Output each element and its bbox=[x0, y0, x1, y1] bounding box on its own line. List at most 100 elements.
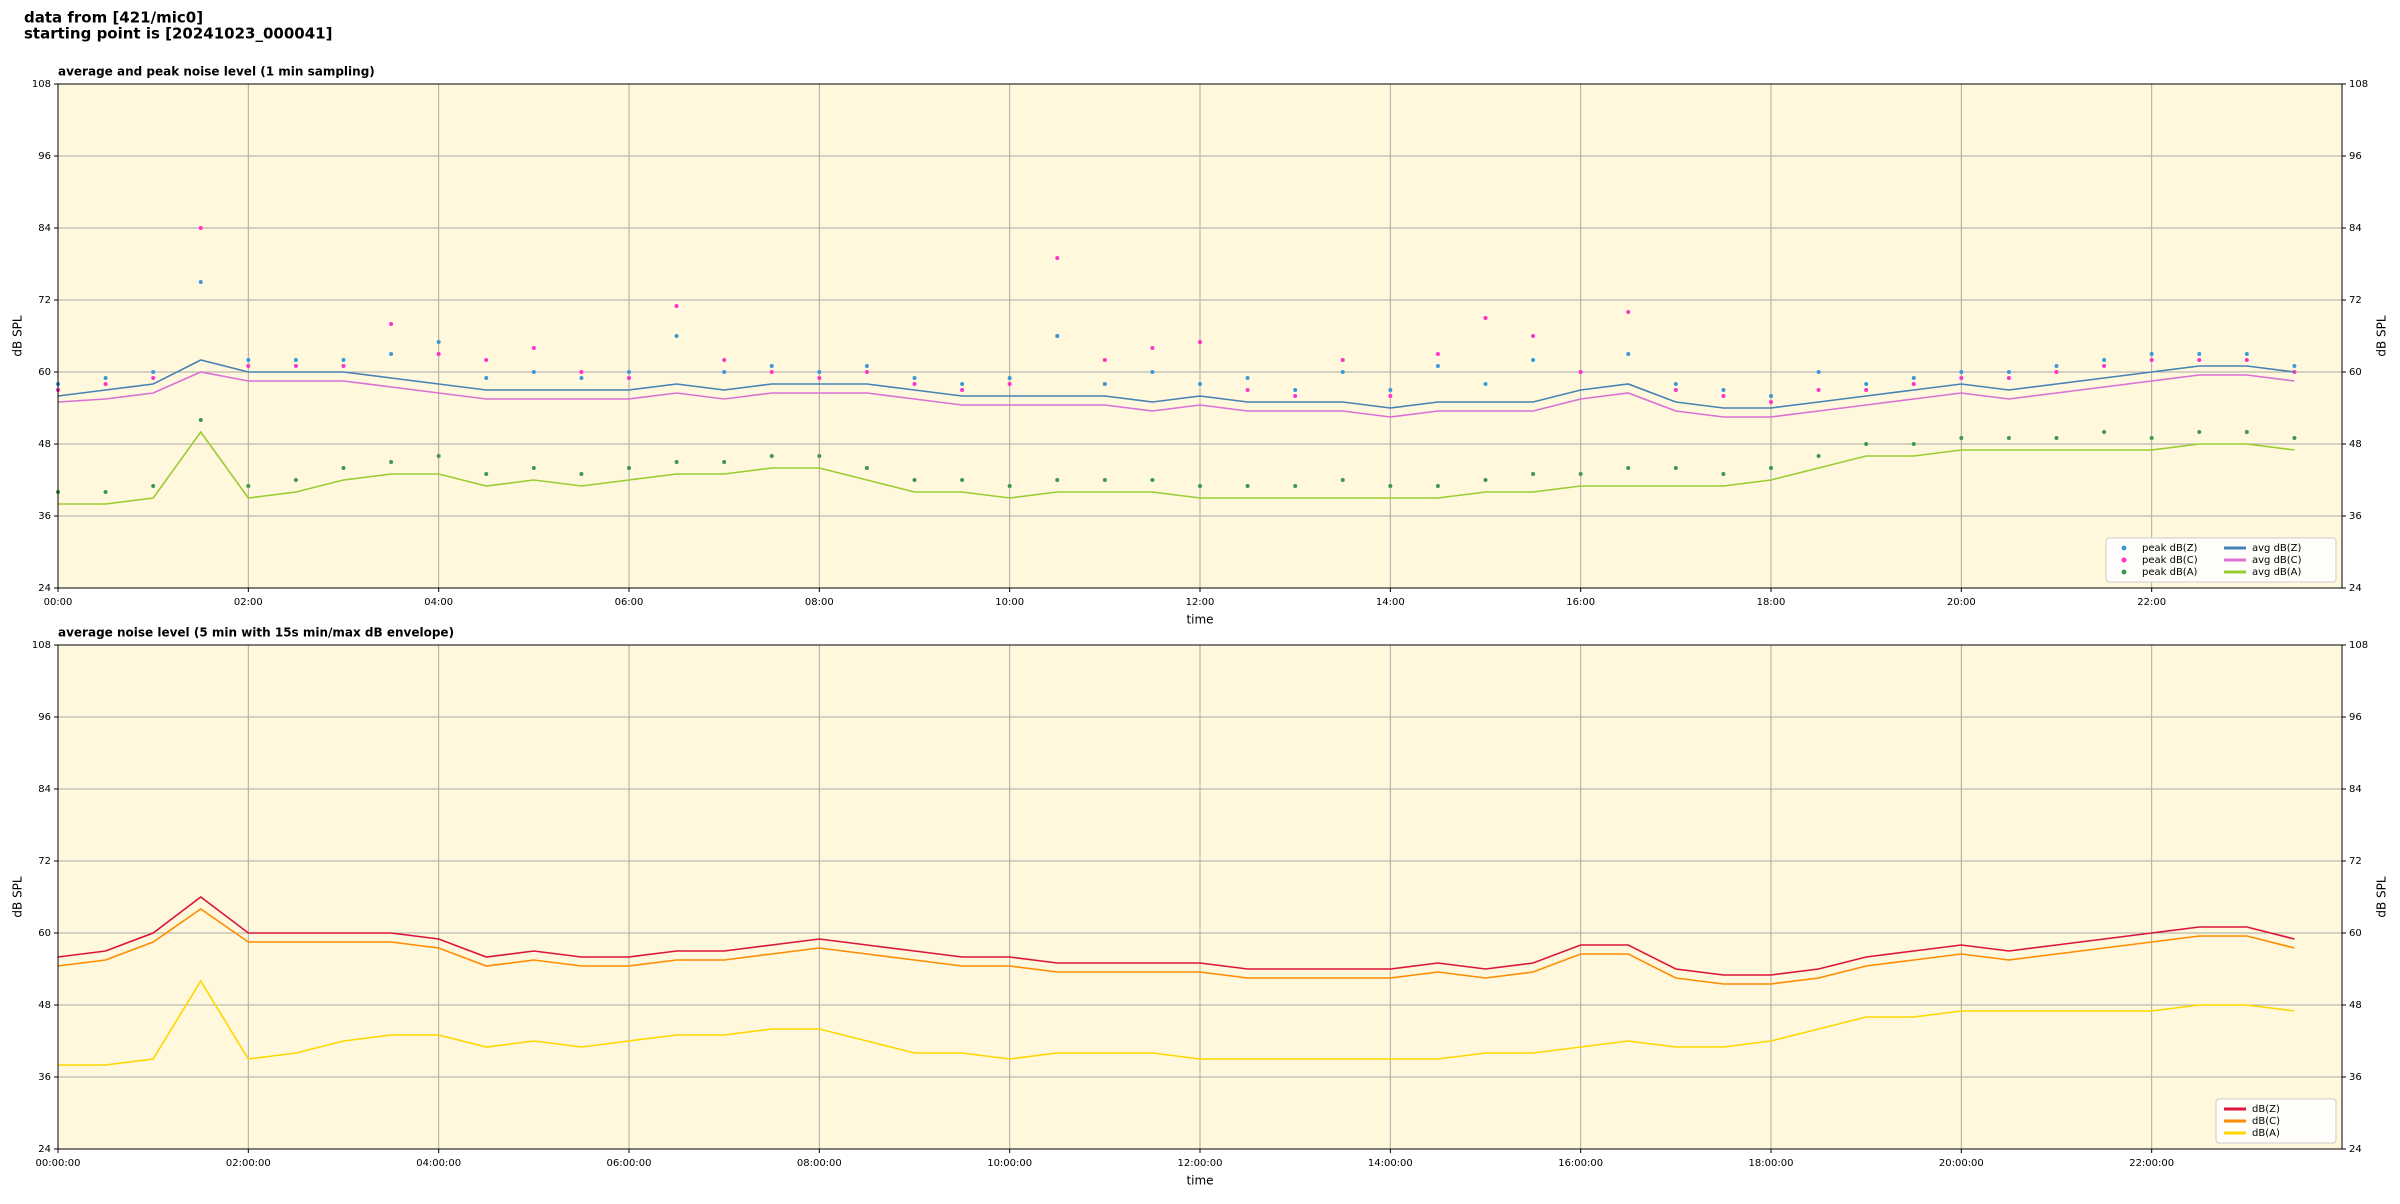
peak-point bbox=[1959, 370, 1964, 374]
peak-point bbox=[769, 370, 774, 374]
peak-point bbox=[341, 358, 346, 362]
peak-point bbox=[1626, 310, 1631, 314]
x-tick-label: 16:00 bbox=[1566, 597, 1595, 608]
y2-tick-label: 84 bbox=[2349, 223, 2362, 234]
x-tick-label: 00:00:00 bbox=[36, 1158, 81, 1169]
peak-point bbox=[674, 304, 679, 308]
peak-point bbox=[246, 484, 251, 488]
y2-tick-label: 96 bbox=[2349, 151, 2362, 162]
legend-label: peak dB(Z) bbox=[2142, 543, 2198, 554]
peak-point bbox=[531, 346, 536, 350]
peak-point bbox=[103, 382, 108, 386]
peak-point bbox=[1626, 352, 1631, 356]
y2-tick-label: 60 bbox=[2349, 928, 2362, 939]
peak-point bbox=[627, 466, 631, 470]
peak-point bbox=[1911, 382, 1916, 386]
peak-point bbox=[2006, 370, 2011, 374]
peak-point bbox=[1388, 388, 1393, 392]
peak-point bbox=[341, 466, 346, 470]
peak-point bbox=[1388, 394, 1393, 398]
y-tick-label: 36 bbox=[38, 1072, 51, 1083]
peak-point bbox=[2149, 358, 2154, 362]
peak-point bbox=[1340, 370, 1345, 374]
x-axis-label: time bbox=[1186, 613, 1213, 627]
peak-point bbox=[1055, 334, 1060, 338]
peak-point bbox=[1245, 388, 1250, 392]
peak-point bbox=[246, 358, 251, 362]
x-tick-label: 20:00 bbox=[1947, 597, 1976, 608]
peak-point bbox=[1150, 346, 1155, 350]
peak-point bbox=[1864, 382, 1869, 386]
peak-point bbox=[722, 370, 727, 374]
x-tick-label: 06:00:00 bbox=[607, 1158, 652, 1169]
peak-point bbox=[1531, 334, 1536, 338]
x-tick-label: 06:00 bbox=[615, 597, 644, 608]
peak-point bbox=[2244, 358, 2249, 362]
series-line bbox=[57, 895, 2295, 976]
peak-point bbox=[960, 478, 965, 482]
plot-frame bbox=[57, 644, 2343, 1150]
peak-point bbox=[1816, 388, 1821, 392]
peak-point bbox=[1245, 484, 1250, 488]
peak-point bbox=[293, 358, 298, 362]
legend-label: avg dB(A) bbox=[2252, 567, 2302, 578]
y2-tick-label: 72 bbox=[2349, 856, 2362, 867]
series-line bbox=[58, 430, 2295, 505]
panel: average and peak noise level (1 min samp… bbox=[11, 65, 2389, 627]
peak-point bbox=[1435, 484, 1440, 488]
peak-point bbox=[1769, 394, 1773, 398]
peak-point bbox=[2102, 358, 2107, 362]
y-tick-label: 24 bbox=[38, 583, 51, 594]
peak-point bbox=[1102, 382, 1107, 386]
peak-point bbox=[1483, 382, 1488, 386]
peak-point bbox=[198, 226, 203, 230]
peak-point bbox=[817, 376, 822, 380]
peak-point bbox=[103, 490, 108, 494]
peak-point bbox=[817, 370, 822, 374]
series-line bbox=[57, 359, 2295, 409]
peak-point bbox=[1435, 352, 1440, 356]
legend-label: avg dB(Z) bbox=[2252, 543, 2302, 554]
peak-point bbox=[817, 454, 822, 458]
peak-point bbox=[864, 466, 869, 470]
legend-marker bbox=[2121, 557, 2127, 563]
x-tick-label: 10:00:00 bbox=[987, 1158, 1032, 1169]
y2-tick-label: 48 bbox=[2349, 1000, 2362, 1011]
y-tick-label: 96 bbox=[38, 151, 51, 162]
peak-point bbox=[2244, 430, 2249, 434]
legend-label: peak dB(C) bbox=[2142, 555, 2198, 566]
peak-point bbox=[198, 280, 203, 284]
peak-point bbox=[531, 370, 536, 374]
peak-point bbox=[151, 370, 156, 374]
peak-point bbox=[864, 370, 869, 374]
peak-point bbox=[769, 364, 774, 368]
y-tick-label: 108 bbox=[32, 640, 51, 651]
peak-point bbox=[627, 370, 631, 374]
peak-point bbox=[1911, 442, 1916, 446]
peak-point bbox=[1007, 484, 1012, 488]
y2-tick-label: 108 bbox=[2349, 640, 2368, 651]
y-tick-label: 60 bbox=[38, 928, 51, 939]
peak-point bbox=[960, 388, 965, 392]
y-tick-label: 60 bbox=[38, 367, 51, 378]
y2-tick-label: 60 bbox=[2349, 367, 2362, 378]
x-tick-label: 02:00 bbox=[234, 597, 263, 608]
peak-point bbox=[722, 460, 727, 464]
peak-point bbox=[2292, 364, 2297, 368]
peak-point bbox=[769, 454, 774, 458]
peak-point bbox=[1293, 484, 1298, 488]
x-tick-label: 12:00:00 bbox=[1178, 1158, 1223, 1169]
chart-title: average and peak noise level (1 min samp… bbox=[58, 65, 375, 79]
legend-label: dB(C) bbox=[2252, 1116, 2280, 1127]
y2-tick-label: 72 bbox=[2349, 295, 2362, 306]
legend-box bbox=[2105, 537, 2337, 583]
peak-point bbox=[1531, 358, 1536, 362]
y2-axis-label: dB SPL bbox=[2375, 315, 2389, 357]
peak-point bbox=[1055, 478, 1060, 482]
peak-point bbox=[1531, 472, 1536, 476]
legend-marker bbox=[2121, 545, 2127, 551]
x-tick-label: 22:00 bbox=[2137, 597, 2166, 608]
chart-title: average noise level (5 min with 15s min/… bbox=[58, 626, 454, 640]
peak-point bbox=[246, 364, 251, 368]
peak-point bbox=[389, 460, 394, 464]
